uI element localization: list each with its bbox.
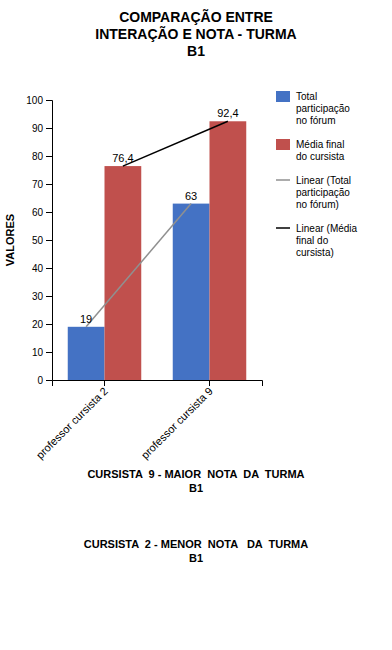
text-line: no fórum xyxy=(296,115,335,126)
y-tick: 20 xyxy=(32,319,52,330)
y-tick-label: 70 xyxy=(32,179,44,190)
y-tick-label: 0 xyxy=(37,375,43,386)
text-line: Total xyxy=(296,91,317,102)
text-line: do cursista xyxy=(296,151,345,162)
y-axis: 0 10 20 30 40 50 60 70 80 90 100 xyxy=(26,95,52,386)
legend-swatch xyxy=(276,139,290,150)
y-tick-label: 100 xyxy=(26,95,43,106)
y-tick: 10 xyxy=(32,347,52,358)
x-tick-mark xyxy=(209,380,210,386)
y-tick-mark xyxy=(46,100,52,101)
plot-area xyxy=(68,121,247,380)
legend-swatch xyxy=(276,227,290,229)
y-tick-label: 60 xyxy=(32,207,44,218)
legend-item: Média finaldo cursista xyxy=(276,139,345,162)
y-tick-label: 50 xyxy=(32,235,44,246)
text-line: B1 xyxy=(187,43,205,59)
y-tick: 50 xyxy=(32,235,52,246)
legend-swatch xyxy=(276,179,290,181)
text-line: participação xyxy=(296,103,350,114)
annotation: CURSISTA 2 - MENOR NOTA DA TURMA B1 xyxy=(84,538,309,564)
x-tick-label: professor cursista 9 xyxy=(139,385,215,461)
x-tick-mark xyxy=(104,380,105,386)
x-axis-line xyxy=(53,381,263,387)
trend-line xyxy=(123,121,228,166)
y-axis-title: VALORES xyxy=(4,214,16,266)
data-label: 63 xyxy=(185,190,197,202)
bar xyxy=(210,121,247,380)
legend-item: Linear (Médiafinal docursista) xyxy=(276,223,358,258)
text-line: final do xyxy=(296,235,329,246)
x-tick: professor cursista 9 xyxy=(139,380,215,461)
y-tick-label: 10 xyxy=(32,347,44,358)
text-line: no fórum) xyxy=(296,199,339,210)
data-labels: 19 63 76,4 92,4 xyxy=(80,107,239,325)
y-tick: 40 xyxy=(32,263,52,274)
text-line: INTERAÇÃO E NOTA - TURMA xyxy=(95,25,296,42)
y-tick-label: 80 xyxy=(32,151,44,162)
y-axis-line xyxy=(46,101,53,381)
y-tick-mark xyxy=(46,184,52,185)
y-tick-mark xyxy=(46,240,52,241)
y-tick: 100 xyxy=(26,95,52,106)
bar-series xyxy=(105,121,247,380)
text-line: participação xyxy=(296,187,350,198)
legend-label: Totalparticipaçãono fórum xyxy=(296,91,350,126)
legend: Totalparticipaçãono fórumMédia finaldo c… xyxy=(276,91,358,258)
data-label: 76,4 xyxy=(112,152,133,164)
y-tick-mark xyxy=(46,296,52,297)
trend-line xyxy=(86,204,191,327)
y-tick-mark xyxy=(46,156,52,157)
legend-label: Linear (Totalparticipaçãono fórum) xyxy=(296,175,351,210)
y-tick-mark xyxy=(46,268,52,269)
y-tick: 30 xyxy=(32,291,52,302)
title: COMPARAÇÃO ENTREINTERAÇÃO E NOTA - TURMA… xyxy=(95,8,296,59)
text-line: Linear (Total xyxy=(296,175,351,186)
text-line: B1 xyxy=(189,552,203,564)
annotation: CURSISTA 9 - MAIOR NOTA DA TURMA B1 xyxy=(87,468,304,494)
legend-label: Linear (Médiafinal docursista) xyxy=(296,223,358,258)
text-line: Média final xyxy=(296,139,344,150)
legend-label: Média finaldo cursista xyxy=(296,139,345,162)
y-tick-mark xyxy=(46,212,52,213)
y-tick-mark xyxy=(46,380,52,381)
y-tick: 80 xyxy=(32,151,52,162)
text-line: B1 xyxy=(189,482,203,494)
text-line: CURSISTA 2 - MENOR NOTA DA TURMA xyxy=(84,538,309,550)
bar xyxy=(105,166,142,380)
y-tick: 60 xyxy=(32,207,52,218)
y-tick: 0 xyxy=(37,375,52,386)
text-line: CURSISTA 9 - MAIOR NOTA DA TURMA xyxy=(87,468,304,480)
bar xyxy=(68,327,105,380)
y-tick-label: 30 xyxy=(32,291,44,302)
y-tick-mark xyxy=(46,324,52,325)
y-tick: 70 xyxy=(32,179,52,190)
x-tick: professor cursista 2 xyxy=(34,380,110,461)
chart: COMPARAÇÃO ENTREINTERAÇÃO E NOTA - TURMA… xyxy=(0,0,392,650)
text-line: Linear (Média xyxy=(296,223,358,234)
y-tick-label: 40 xyxy=(32,263,44,274)
legend-swatch xyxy=(276,91,290,102)
y-tick-mark xyxy=(46,128,52,129)
y-tick-mark xyxy=(46,352,52,353)
legend-item: Totalparticipaçãono fórum xyxy=(276,91,350,126)
text-line: cursista) xyxy=(296,247,334,258)
y-tick-label: 20 xyxy=(32,319,44,330)
y-tick-label: 90 xyxy=(32,123,44,134)
bar xyxy=(173,204,210,380)
y-tick: 90 xyxy=(32,123,52,134)
x-tick-label: professor cursista 2 xyxy=(34,385,110,461)
text-line: COMPARAÇÃO ENTRE xyxy=(119,8,273,25)
legend-item: Linear (Totalparticipaçãono fórum) xyxy=(276,175,351,210)
x-axis: professor cursista 2 professor cursista 9 xyxy=(34,380,263,461)
data-label: 92,4 xyxy=(217,107,238,119)
data-label: 19 xyxy=(80,313,92,325)
